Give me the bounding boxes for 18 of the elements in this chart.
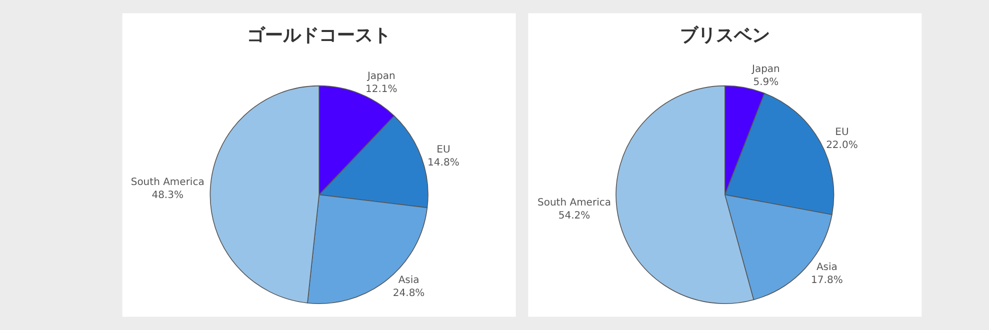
data-label: 54.2% xyxy=(558,210,590,222)
data-label: 5.9% xyxy=(753,77,779,88)
slice-label: EU xyxy=(835,126,849,138)
slice-label: Japan xyxy=(751,64,780,76)
slice-label: South America xyxy=(537,197,611,208)
chart-title: ゴールドコースト xyxy=(247,25,391,46)
data-label: 14.8% xyxy=(428,157,460,168)
data-label: 22.0% xyxy=(826,140,858,151)
slice-label: South America xyxy=(130,176,204,188)
data-label: 12.1% xyxy=(365,84,398,96)
slice-label: EU xyxy=(436,144,450,156)
data-label: 48.3% xyxy=(152,190,184,201)
chart-title: ブリスベン xyxy=(680,25,770,46)
slice-label: Japan xyxy=(366,71,396,82)
data-label: 24.8% xyxy=(392,288,425,300)
slice-label: Asia xyxy=(398,275,420,286)
slice-label: Asia xyxy=(816,262,838,273)
data-label: 17.8% xyxy=(811,274,843,286)
